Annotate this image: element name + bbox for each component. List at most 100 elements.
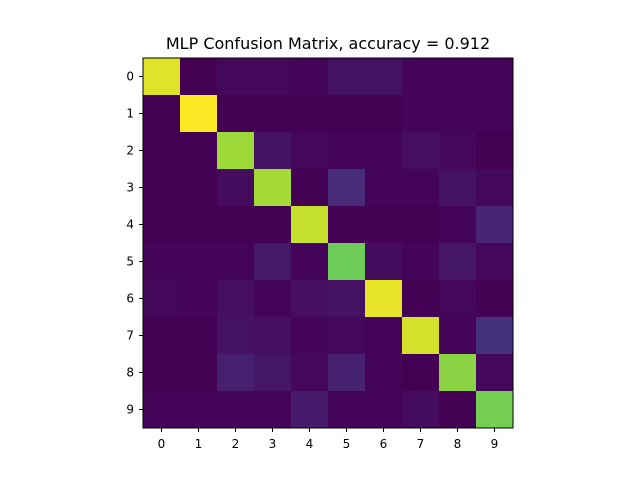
y-tick-label: 9 [126,403,134,417]
heatmap-cell [217,391,255,429]
heatmap-cell [143,132,181,170]
heatmap-cell [328,317,366,355]
heatmap-cell [217,95,255,133]
heatmap-cell [476,169,514,207]
heatmap-cell [365,280,403,318]
y-axis-ticks: 0 1 2 3 4 5 6 7 8 9 [126,70,143,417]
heatmap-cell [365,243,403,281]
x-tick-label: 4 [306,437,314,451]
heatmap-cell [254,206,292,244]
heatmap-cell [476,243,514,281]
heatmap-cell [476,206,514,244]
heatmap-cell [291,132,329,170]
heatmap-cell [291,169,329,207]
heatmap-cell [143,354,181,392]
heatmap-cell [217,317,255,355]
heatmap-cell [402,206,440,244]
heatmap-cell [402,280,440,318]
heatmap-cell [180,243,218,281]
y-tick-label: 3 [126,181,134,195]
heatmap-cell [439,169,477,207]
heatmap-cell [180,317,218,355]
y-tick-label: 8 [126,366,134,380]
heatmap-cell [328,169,366,207]
heatmap-cell [439,58,477,96]
heatmap-cell [402,317,440,355]
x-tick-label: 1 [195,437,203,451]
heatmap-cell [439,95,477,133]
heatmap-cell [365,354,403,392]
heatmap-cell [254,317,292,355]
heatmap-cell [402,243,440,281]
x-tick-label: 2 [232,437,240,451]
y-tick-label: 2 [126,144,134,158]
heatmap-cell [439,391,477,429]
heatmap-cell [365,95,403,133]
heatmap-cell [439,280,477,318]
heatmap-cell [143,95,181,133]
heatmap-cell [217,169,255,207]
heatmap-cell [365,206,403,244]
axes-frame [142,57,514,429]
heatmap-cell [439,354,477,392]
heatmap-cell [476,95,514,133]
heatmap-cell [439,317,477,355]
x-tick-label: 5 [343,437,351,451]
y-tick-label: 0 [126,70,134,84]
heatmap-cell [291,58,329,96]
x-tick-label: 3 [269,437,277,451]
heatmap-cell [254,354,292,392]
heatmap-cell [328,132,366,170]
heatmap-cell [254,391,292,429]
heatmap-cell [143,243,181,281]
heatmap-cell [143,317,181,355]
heatmap-cell [180,169,218,207]
heatmap-cell [217,243,255,281]
heatmap-cell [180,391,218,429]
heatmap-cell [254,132,292,170]
y-tick-label: 5 [126,255,134,269]
heatmap-cell [180,354,218,392]
chart-title: MLP Confusion Matrix, accuracy = 0.912 [166,34,490,53]
heatmap-cell [402,169,440,207]
heatmap-cell [328,58,366,96]
x-tick-label: 7 [417,437,425,451]
heatmap-cell [402,132,440,170]
heatmap-cell [328,243,366,281]
heatmap-cell [476,132,514,170]
y-tick-label: 6 [126,292,134,306]
heatmap-cell [328,206,366,244]
heatmap-cell [365,169,403,207]
heatmap-cell [476,354,514,392]
y-tick-label: 4 [126,218,134,232]
heatmap-cell [365,391,403,429]
heatmap-cell [476,58,514,96]
heatmap-cell [143,391,181,429]
heatmap-cell [328,354,366,392]
x-tick-label: 9 [491,437,499,451]
heatmap-cell [291,206,329,244]
heatmap-cell [254,169,292,207]
heatmap-cell [328,95,366,133]
heatmap-cell [328,280,366,318]
heatmap-cell [217,132,255,170]
heatmap-cell [476,317,514,355]
heatmap-cell [217,354,255,392]
x-tick-label: 6 [380,437,388,451]
heatmap-cell [439,243,477,281]
heatmap-cell [254,58,292,96]
heatmap-cell [143,280,181,318]
heatmap-cell [291,95,329,133]
heatmap-cell [291,280,329,318]
heatmap-cell [291,317,329,355]
heatmap-cell [180,58,218,96]
heatmap-cell [143,206,181,244]
heatmap-cell [180,280,218,318]
heatmap-cell [328,391,366,429]
heatmap-cell [180,132,218,170]
heatmap-cell [402,391,440,429]
heatmap-cell [217,58,255,96]
y-tick-label: 7 [126,329,134,343]
x-tick-label: 8 [454,437,462,451]
